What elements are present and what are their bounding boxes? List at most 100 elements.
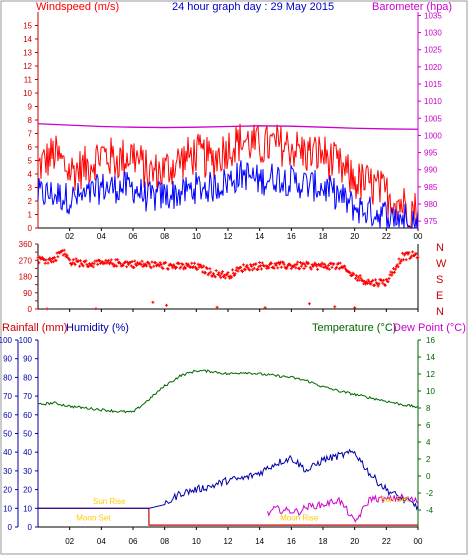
direction-point (36, 256, 40, 260)
direction-point (104, 258, 108, 262)
humidity-tick-label: 50 (23, 430, 32, 439)
direction-point (68, 258, 72, 262)
humidity-tick-label: 80 (23, 373, 32, 382)
compass-label: W (436, 258, 447, 270)
direction-point (51, 260, 55, 264)
direction-point (196, 262, 200, 266)
temperature-tick-label: 0 (426, 472, 431, 481)
direction-point (121, 264, 125, 267)
direction-point (98, 259, 101, 262)
direction-point (260, 267, 263, 271)
direction-point (90, 261, 94, 265)
direction-point (359, 276, 363, 280)
climate-x-tick-label: 06 (129, 537, 138, 546)
direction-point (228, 276, 232, 280)
direction-point (369, 282, 373, 286)
direction-point (186, 262, 190, 266)
barometer-tick-label: 1005 (424, 114, 442, 123)
direction-point (250, 268, 254, 272)
direction-point (173, 264, 177, 268)
direction-point (374, 278, 377, 282)
direction-point (264, 264, 268, 268)
direction-point (274, 263, 278, 267)
direction-point (49, 258, 53, 262)
direction-point (85, 263, 89, 267)
direction-point (288, 263, 292, 267)
wind-tick-label: 6 (28, 143, 33, 152)
humidity-label: Humidity (%) (66, 322, 129, 334)
direction-point (354, 276, 358, 280)
rain-tick-label: 70 (3, 392, 12, 401)
direction-point (62, 248, 66, 252)
barometer-tick-label: 995 (424, 149, 438, 158)
direction-point (79, 259, 82, 263)
direction-point (84, 259, 88, 263)
direction-point (263, 306, 267, 310)
direction-point (390, 273, 394, 277)
wind-tick-label: 15 (23, 22, 32, 31)
gust-line (37, 123, 419, 230)
direction-point (310, 263, 314, 267)
direction-point (330, 265, 334, 269)
direction-point (135, 263, 139, 267)
humidity-tick-label: 10 (23, 504, 32, 513)
direction-point (295, 262, 299, 266)
direction-point (260, 261, 264, 265)
climate-x-tick-label: 22 (382, 537, 391, 546)
direction-point (128, 261, 132, 264)
direction-point (254, 262, 258, 266)
wind-x-tick-label: 22 (382, 232, 391, 241)
humidity-line (38, 448, 419, 511)
direction-tick-label: 270 (19, 256, 33, 265)
compass-label: E (436, 290, 443, 302)
direction-point (231, 268, 234, 272)
climate-x-tick-label: 12 (224, 537, 233, 546)
direction-point (71, 258, 75, 262)
direction-point (407, 251, 411, 255)
direction-point (54, 259, 58, 263)
direction-point (335, 265, 339, 269)
direction-point (171, 266, 175, 270)
direction-point (299, 264, 303, 268)
direction-point (127, 262, 130, 266)
climate-x-ticks: 02 04 06 08 10 12 14 16 18 20 22 00 (65, 527, 423, 546)
direction-point (234, 268, 238, 272)
direction-point (279, 265, 283, 269)
direction-point (269, 261, 273, 265)
direction-point (384, 278, 388, 281)
direction-point (109, 258, 113, 262)
direction-point (259, 264, 263, 268)
wind-tick-label: 13 (23, 49, 32, 58)
direction-point (392, 267, 396, 271)
direction-point (329, 261, 333, 265)
direction-point (184, 266, 187, 270)
direction-point (223, 276, 227, 280)
direction-point (205, 267, 209, 271)
direction-point (244, 265, 248, 269)
direction-point (181, 263, 185, 266)
temperature-tick-label: 8 (426, 404, 431, 413)
direction-point (149, 266, 153, 270)
direction-point (214, 269, 218, 273)
barometer-line (37, 123, 419, 130)
barometer-y-ticks: 975 980 985 990 995 1000 1005 1010 1015 1020 1025 1… (418, 11, 442, 226)
direction-point (170, 264, 174, 268)
direction-point (133, 259, 137, 263)
direction-point (96, 262, 100, 266)
direction-point (316, 267, 320, 271)
compass-label: N (436, 242, 444, 254)
direction-point (220, 272, 224, 276)
direction-point (251, 263, 255, 267)
compass-label: N (436, 306, 444, 318)
direction-point (393, 267, 397, 271)
wind-x-tick-label: 16 (287, 232, 296, 241)
direction-point (298, 267, 301, 271)
direction-point (245, 263, 249, 267)
humidity-tick-label: 70 (23, 392, 32, 401)
humidity-tick-label: 0 (28, 523, 33, 532)
direction-point (258, 261, 262, 264)
direction-point (145, 264, 149, 268)
dewpoint-label: Dew Point (°C) (393, 322, 466, 334)
